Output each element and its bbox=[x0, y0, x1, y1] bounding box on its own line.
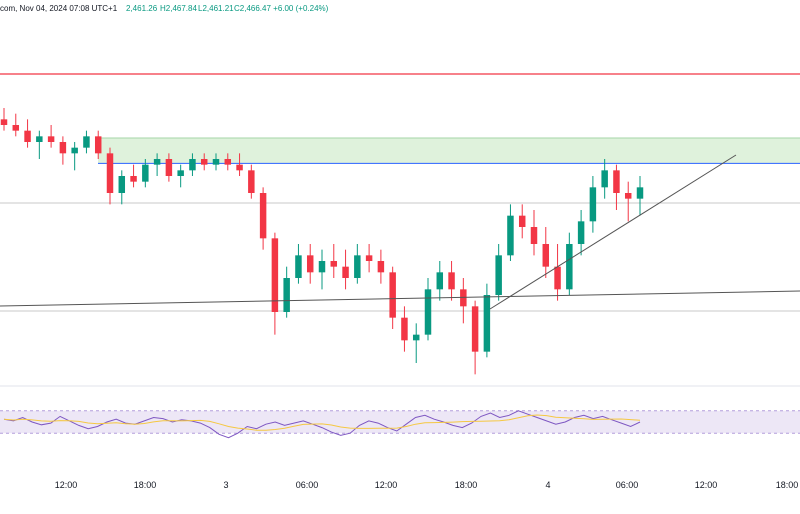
open-value: 2,461.26 bbox=[126, 4, 158, 13]
candle-body bbox=[542, 244, 550, 267]
candle-body bbox=[118, 176, 126, 193]
candle-body bbox=[47, 136, 55, 142]
x-tick-label: 12:00 bbox=[695, 480, 718, 490]
candle-body bbox=[448, 272, 455, 290]
candle-body bbox=[389, 272, 396, 318]
candle-body bbox=[259, 193, 267, 239]
candle-body bbox=[483, 295, 491, 352]
candle-body bbox=[248, 170, 255, 193]
candle-body bbox=[636, 187, 644, 199]
candle-body bbox=[94, 136, 102, 154]
candle-body bbox=[401, 317, 408, 341]
candle-body bbox=[566, 244, 573, 290]
candle-body bbox=[153, 159, 161, 165]
x-tick-label: 4 bbox=[545, 480, 550, 490]
candle-body bbox=[306, 255, 314, 273]
x-tick-label: 18:00 bbox=[776, 480, 799, 490]
candle-body bbox=[460, 289, 467, 307]
x-tick-label: 06:00 bbox=[616, 480, 639, 490]
candle-body bbox=[24, 130, 31, 142]
candle-body bbox=[577, 221, 585, 244]
source-date: com, Nov 04, 2024 07:08 UTC+1 bbox=[0, 4, 118, 13]
candle-body bbox=[589, 187, 597, 222]
candle-body bbox=[212, 159, 220, 165]
candle-body bbox=[236, 164, 243, 171]
x-tick-label: 3 bbox=[223, 480, 228, 490]
candle-body bbox=[554, 266, 561, 290]
candle-body bbox=[189, 159, 196, 171]
candle-body bbox=[106, 153, 114, 193]
x-tick-label: 06:00 bbox=[296, 480, 319, 490]
candle-body bbox=[412, 334, 420, 341]
candle-body bbox=[200, 159, 208, 165]
candle-body bbox=[471, 306, 479, 352]
candle-body bbox=[601, 170, 608, 188]
candle-body bbox=[130, 176, 137, 182]
rsi-ma-line bbox=[3, 414, 641, 431]
support-trendline bbox=[0, 290, 800, 307]
candle-body bbox=[330, 261, 338, 267]
candle-body bbox=[507, 215, 514, 256]
candle-body bbox=[224, 159, 232, 165]
candle-body bbox=[530, 227, 538, 244]
rising-trendline bbox=[489, 154, 737, 310]
candle-body bbox=[495, 255, 502, 295]
high-value: H2,467.84 bbox=[160, 4, 197, 13]
low-value: L2,461.21 bbox=[198, 4, 234, 13]
candle-body bbox=[365, 255, 373, 261]
close-change-value: C2,466.47 +6.00 (+0.24%) bbox=[234, 4, 329, 13]
candle-body bbox=[165, 159, 173, 176]
candle-body bbox=[613, 170, 620, 193]
candle-body bbox=[142, 164, 149, 182]
candle-body bbox=[424, 289, 432, 335]
candle-body bbox=[295, 255, 302, 278]
candle-body bbox=[377, 261, 385, 273]
candle-body bbox=[354, 255, 361, 278]
x-tick-label: 12:00 bbox=[55, 480, 78, 490]
candle-body bbox=[177, 170, 184, 176]
x-tick-label: 18:00 bbox=[134, 480, 157, 490]
x-tick-label: 12:00 bbox=[375, 480, 398, 490]
rsi-line bbox=[3, 410, 641, 439]
candle-body bbox=[12, 125, 20, 131]
candle-body bbox=[83, 136, 90, 148]
candle-body bbox=[436, 272, 444, 290]
candle-body bbox=[624, 193, 632, 199]
candle-body bbox=[0, 119, 8, 125]
candle-body bbox=[342, 266, 349, 278]
rsi-band bbox=[0, 410, 800, 434]
candle-body bbox=[318, 261, 326, 273]
candle-body bbox=[271, 238, 279, 312]
candle-body bbox=[71, 147, 78, 154]
candle-body bbox=[518, 215, 526, 227]
candle-body bbox=[36, 136, 43, 142]
candle-body bbox=[283, 278, 290, 312]
candle-body bbox=[59, 142, 67, 154]
x-tick-label: 18:00 bbox=[455, 480, 478, 490]
